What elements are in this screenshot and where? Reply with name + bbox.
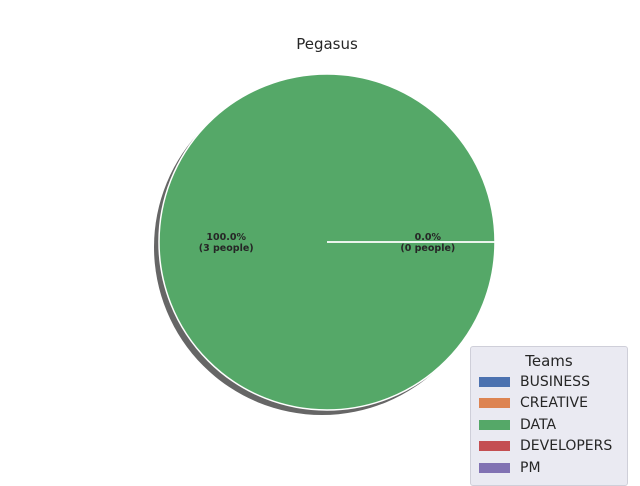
legend-label: DEVELOPERS <box>520 438 613 455</box>
legend-label: CREATIVE <box>520 395 588 412</box>
legend-title: Teams <box>525 352 573 370</box>
chart-title: Pegasus <box>296 35 358 53</box>
legend-item-business: BUSINESS <box>471 371 627 393</box>
legend-swatch <box>479 398 510 409</box>
legend-items: BUSINESS CREATIVE DATA DEVELOPERS PM <box>471 371 627 479</box>
pie-labels: 100.0% (3 people) 0.0% (0 people) <box>199 232 455 254</box>
legend-item-developers: DEVELOPERS <box>471 436 627 458</box>
slice-label-percent: 100.0% <box>206 232 246 243</box>
legend-label: PM <box>520 459 541 476</box>
slice-label-people: (3 people) <box>199 243 254 254</box>
legend-swatch <box>479 376 510 387</box>
legend-item-data: DATA <box>471 414 627 436</box>
legend-label: BUSINESS <box>520 373 590 390</box>
legend-item-pm: PM <box>471 457 627 479</box>
legend: Teams BUSINESS CREATIVE DATA DEVELOPERS PM <box>470 346 628 486</box>
legend-swatch <box>479 462 510 473</box>
legend-item-creative: CREATIVE <box>471 393 627 415</box>
legend-swatch <box>479 441 510 452</box>
slice-label: 100.0% (3 people) <box>199 232 254 254</box>
pie-slices <box>158 73 496 411</box>
legend-swatch <box>479 419 510 430</box>
legend-label: DATA <box>520 416 557 433</box>
slice-label-people: (0 people) <box>400 243 455 254</box>
slice-label: 0.0% (0 people) <box>400 232 455 254</box>
slice-label-percent: 0.0% <box>415 232 442 243</box>
